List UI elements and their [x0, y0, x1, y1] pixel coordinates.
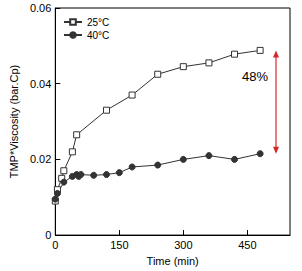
svg-text:40°C: 40°C: [87, 30, 109, 41]
svg-text:150: 150: [110, 239, 128, 251]
svg-text:TMP*Viscosity (bar.Cp): TMP*Viscosity (bar.Cp): [8, 65, 20, 179]
svg-text:Time (min): Time (min): [147, 255, 199, 267]
svg-text:0: 0: [52, 239, 58, 251]
svg-text:300: 300: [174, 239, 192, 251]
svg-text:0.02: 0.02: [30, 153, 51, 165]
svg-text:25°C: 25°C: [87, 17, 109, 28]
svg-text:450: 450: [238, 239, 256, 251]
svg-text:0.04: 0.04: [30, 78, 51, 90]
svg-text:48%: 48%: [242, 69, 268, 84]
svg-text:0.06: 0.06: [30, 2, 51, 14]
svg-text:0: 0: [45, 229, 51, 241]
